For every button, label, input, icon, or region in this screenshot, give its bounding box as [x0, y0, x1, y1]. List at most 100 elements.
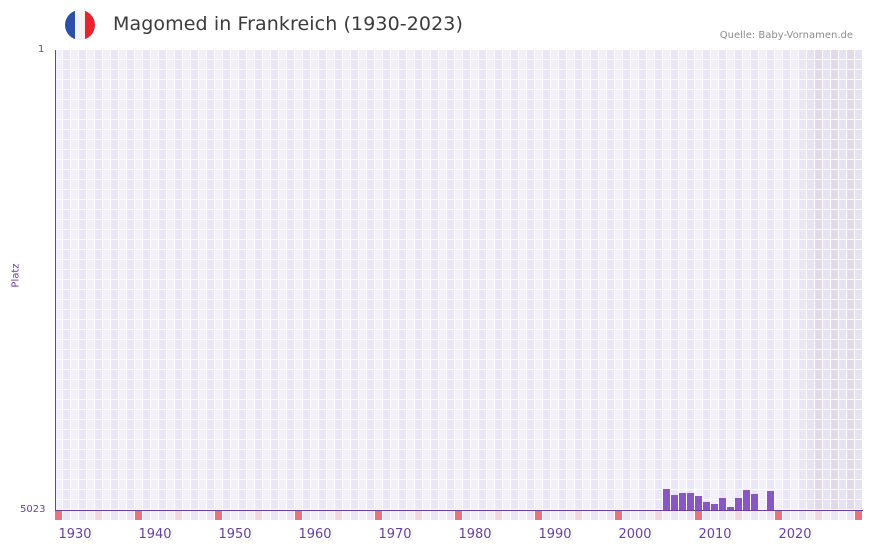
- year-marker: [119, 511, 126, 520]
- decade-marker: [455, 511, 462, 520]
- grid-column: [527, 50, 535, 510]
- grid-column: [263, 50, 271, 510]
- rank-bar[interactable]: [663, 489, 670, 510]
- year-marker: [559, 511, 566, 520]
- chart-title: Magomed in Frankreich (1930-2023): [113, 13, 464, 35]
- year-marker: [471, 511, 478, 520]
- year-marker: [671, 511, 678, 520]
- grid-column: [191, 50, 199, 510]
- year-marker: [711, 511, 718, 520]
- grid-column: [847, 50, 855, 510]
- year-marker: [767, 511, 774, 520]
- year-marker: [95, 511, 102, 520]
- x-axis-label: 1940: [138, 527, 172, 542]
- year-marker: [511, 511, 518, 520]
- year-marker: [383, 511, 390, 520]
- grid-column: [815, 50, 823, 510]
- grid-column: [271, 50, 279, 510]
- x-axis-label: 1950: [218, 527, 252, 542]
- year-marker: [319, 511, 326, 520]
- grid-column: [415, 50, 423, 510]
- rank-bar[interactable]: [687, 493, 694, 510]
- grid-column: [791, 50, 799, 510]
- year-marker: [631, 511, 638, 520]
- year-marker: [279, 511, 286, 520]
- rank-bar[interactable]: [767, 491, 774, 510]
- grid-column: [543, 50, 551, 510]
- decade-marker: [615, 511, 622, 520]
- grid-column: [63, 50, 71, 510]
- decade-marker: [695, 511, 702, 520]
- grid-column: [175, 50, 183, 510]
- year-marker: [583, 511, 590, 520]
- rank-bar[interactable]: [679, 493, 686, 510]
- year-marker: [831, 511, 838, 520]
- year-marker: [143, 511, 150, 520]
- grid-column: [639, 50, 647, 510]
- grid-column: [71, 50, 79, 510]
- rank-bar[interactable]: [671, 495, 678, 510]
- decade-marker: [215, 511, 222, 520]
- year-marker: [223, 511, 230, 520]
- x-axis-label: 1930: [58, 527, 92, 542]
- year-marker: [263, 511, 270, 520]
- grid-column: [343, 50, 351, 510]
- flag-red-stripe: [85, 10, 95, 40]
- year-marker: [239, 511, 246, 520]
- grid-column: [287, 50, 295, 510]
- grid-column: [631, 50, 639, 510]
- grid-column: [511, 50, 519, 510]
- rank-bar[interactable]: [719, 498, 726, 510]
- year-marker: [495, 511, 502, 520]
- rank-bar[interactable]: [703, 502, 710, 510]
- grid-column: [199, 50, 207, 510]
- grid-column: [839, 50, 847, 510]
- plot-area: [55, 50, 863, 510]
- grid-column: [167, 50, 175, 510]
- grid-column: [607, 50, 615, 510]
- rank-bar[interactable]: [695, 496, 702, 510]
- year-marker: [679, 511, 686, 520]
- grid-column: [719, 50, 727, 510]
- year-marker: [607, 511, 614, 520]
- grid-column: [479, 50, 487, 510]
- grid-column: [407, 50, 415, 510]
- year-marker: [727, 511, 734, 520]
- grid-column: [151, 50, 159, 510]
- year-marker: [599, 511, 606, 520]
- year-marker: [807, 511, 814, 520]
- grid-column: [383, 50, 391, 510]
- year-marker: [791, 511, 798, 520]
- year-marker: [423, 511, 430, 520]
- grid-column: [495, 50, 503, 510]
- year-marker: [71, 511, 78, 520]
- year-marker: [591, 511, 598, 520]
- rank-bar[interactable]: [743, 490, 750, 510]
- grid-column: [519, 50, 527, 510]
- rank-bar[interactable]: [727, 507, 734, 510]
- grid-column: [759, 50, 767, 510]
- grid-column: [647, 50, 655, 510]
- grid-column: [751, 50, 759, 510]
- y-axis-bottom-label: 5023: [20, 504, 46, 515]
- year-marker: [231, 511, 238, 520]
- grid-column: [535, 50, 543, 510]
- grid-column: [311, 50, 319, 510]
- x-axis-line: [55, 510, 863, 511]
- year-marker: [783, 511, 790, 520]
- rank-bar[interactable]: [711, 504, 718, 510]
- grid-column: [375, 50, 383, 510]
- year-marker: [199, 511, 206, 520]
- grid-column: [279, 50, 287, 510]
- rank-bar[interactable]: [751, 494, 758, 510]
- grid-column: [727, 50, 735, 510]
- y-axis-line: [55, 50, 56, 511]
- grid-column: [551, 50, 559, 510]
- year-marker: [847, 511, 854, 520]
- year-marker: [103, 511, 110, 520]
- decade-marker: [295, 511, 302, 520]
- rank-bar[interactable]: [735, 498, 742, 510]
- year-marker: [151, 511, 158, 520]
- grid-column: [599, 50, 607, 510]
- year-marker: [575, 511, 582, 520]
